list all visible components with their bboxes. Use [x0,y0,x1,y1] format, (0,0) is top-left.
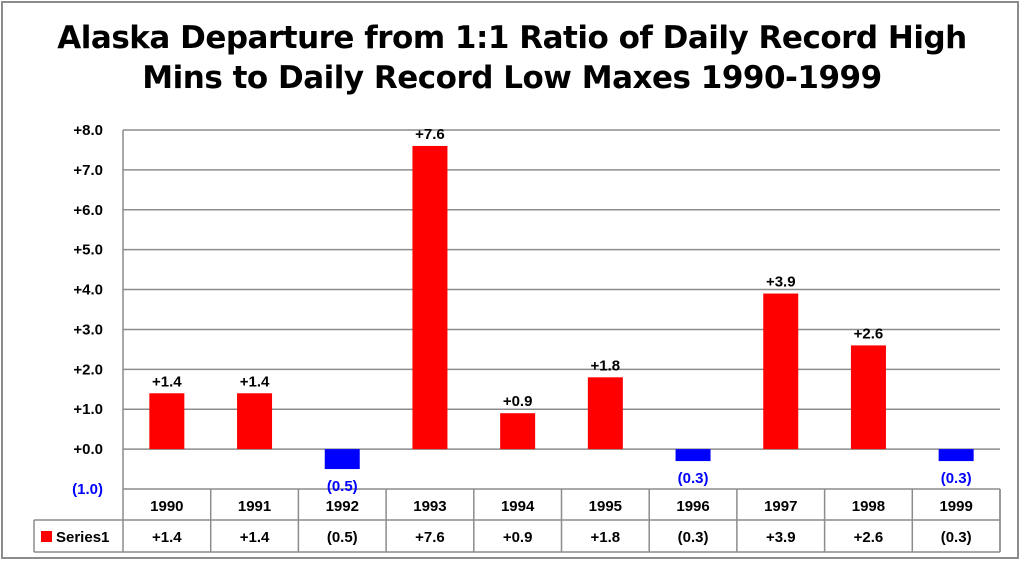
data-label: +1.4 [240,373,270,390]
data-label: +1.4 [152,373,182,390]
bars [149,145,974,470]
category-label: 1991 [238,498,271,515]
chart-title: Alaska Departure from 1:1 Ratio of Daily… [0,18,1024,98]
bar [763,293,799,450]
table-value: (0.5) [327,529,358,546]
data-table: 1990 +1.4 1991 +1.4 1992 (0.5) 1993 +7.6 1994 +0.… [33,489,1001,553]
table-value: +2.6 [854,529,884,546]
bar [500,413,536,450]
data-label: +3.9 [766,274,796,291]
bar [587,377,623,450]
data-label: +0.9 [503,393,533,410]
category-label: 1996 [676,498,709,515]
bar [149,393,185,450]
y-tick-label: +0.0 [73,441,103,458]
chart-title-line-1: Alaska Departure from 1:1 Ratio of Daily… [57,20,967,56]
table-value: (0.3) [678,529,709,546]
y-tick-label: +6.0 [73,202,103,219]
data-label: +7.6 [415,126,445,143]
y-tick-label: +3.0 [73,321,103,338]
bar [324,449,360,470]
category-label: 1992 [326,498,359,515]
bar [938,449,974,462]
table-value: +0.9 [503,529,533,546]
data-label: +1.8 [591,357,621,374]
y-tick-label: +7.0 [73,162,103,179]
category-label: 1999 [939,498,972,515]
y-tick-label: +2.0 [73,361,103,378]
table-value: +3.9 [766,529,796,546]
bar [675,449,711,462]
data-label: (0.3) [678,470,709,487]
y-tick-label: +1.0 [73,401,103,418]
data-label: (0.5) [327,478,358,495]
category-label: 1993 [413,498,446,515]
legend-series-name: Series1 [56,529,109,546]
y-tick-label: (1.0) [72,481,103,498]
category-label: 1995 [589,498,622,515]
legend-key [41,531,52,542]
bar [412,145,448,450]
category-label: 1990 [150,498,183,515]
bar [237,393,273,450]
bar [850,345,886,450]
category-label: 1997 [764,498,797,515]
chart-title-line-2: Mins to Daily Record Low Maxes 1990-1999 [142,60,882,96]
y-tick-label: +5.0 [73,242,103,259]
category-label: 1998 [852,498,885,515]
table-value: +1.4 [152,529,182,546]
y-axis: +8.0 +7.0 +6.0 +5.0 +4.0 +3.0 +2.0 +1.0 +0.0 (1.0… [72,122,103,498]
y-tick-label: +4.0 [73,282,103,299]
table-value: +1.4 [240,529,270,546]
data-label: (0.3) [941,470,972,487]
data-label: +2.6 [854,325,884,342]
table-value: +1.8 [591,529,621,546]
data-labels: +1.4 +1.4 (0.5) +7.6 +0.9 +1.8 (0.3) +3.9 +2.6 (0… [152,126,972,495]
y-tick-label: +8.0 [73,122,103,139]
category-label: 1994 [501,498,535,515]
table-value: (0.3) [941,529,972,546]
table-value: +7.6 [415,529,445,546]
